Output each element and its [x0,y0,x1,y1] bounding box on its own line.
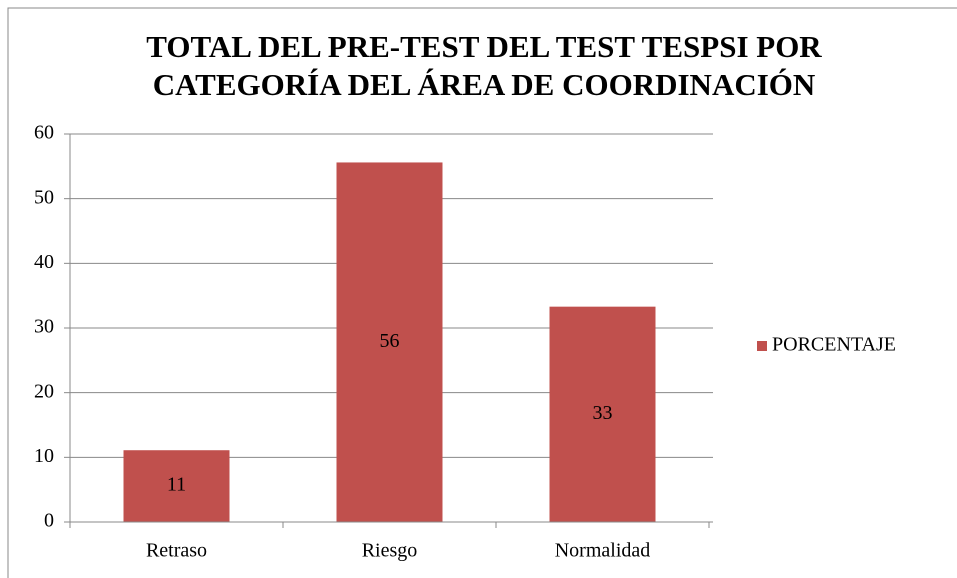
legend-label: PORCENTAJE [772,334,896,356]
data-label: 33 [593,402,613,424]
x-tick-label: Retraso [146,540,207,562]
x-tick-label: Riesgo [362,540,418,562]
data-label: 56 [380,330,400,352]
y-tick-label: 20 [34,380,54,402]
y-tick-label: 30 [34,316,54,338]
bar [123,450,230,522]
y-tick-label: 0 [44,510,54,532]
chart-title: TOTAL DEL PRE-TEST DEL TEST TESPSI POR [146,29,822,64]
bar [549,306,656,522]
x-tick-label: Normalidad [555,540,651,562]
y-tick-label: 40 [34,251,54,273]
chart-title: CATEGORÍA DEL ÁREA DE COORDINACIÓN [153,67,816,102]
y-tick-label: 60 [34,122,54,144]
legend-swatch [757,341,767,351]
data-label: 11 [167,474,186,496]
bar [336,162,443,522]
y-tick-label: 10 [34,445,54,467]
y-tick-label: 50 [34,186,54,208]
